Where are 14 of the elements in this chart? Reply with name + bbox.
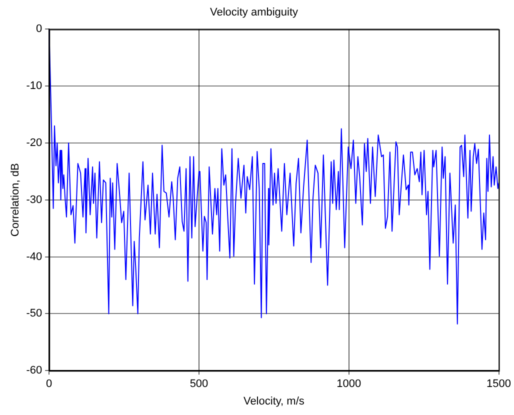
y-tick-label: -50 — [26, 308, 42, 320]
chart-title: Velocity ambiguity — [210, 6, 299, 19]
x-tick-label: 1500 — [486, 378, 512, 390]
y-axis-title: Correlation, dB — [10, 163, 22, 237]
x-axis-title: Velocity, m/s — [243, 395, 305, 408]
y-tick-label: -20 — [26, 137, 42, 150]
x-tick-label: 500 — [190, 378, 208, 390]
y-tick-label: -30 — [26, 194, 42, 206]
y-tick-label: -40 — [26, 250, 42, 263]
x-tick-label: 0 — [46, 378, 52, 390]
y-tick-label: -10 — [26, 80, 42, 92]
y-tick-label: -60 — [26, 364, 42, 377]
x-tick-label: 1000 — [336, 378, 362, 390]
y-tick-label: 0 — [36, 23, 42, 36]
